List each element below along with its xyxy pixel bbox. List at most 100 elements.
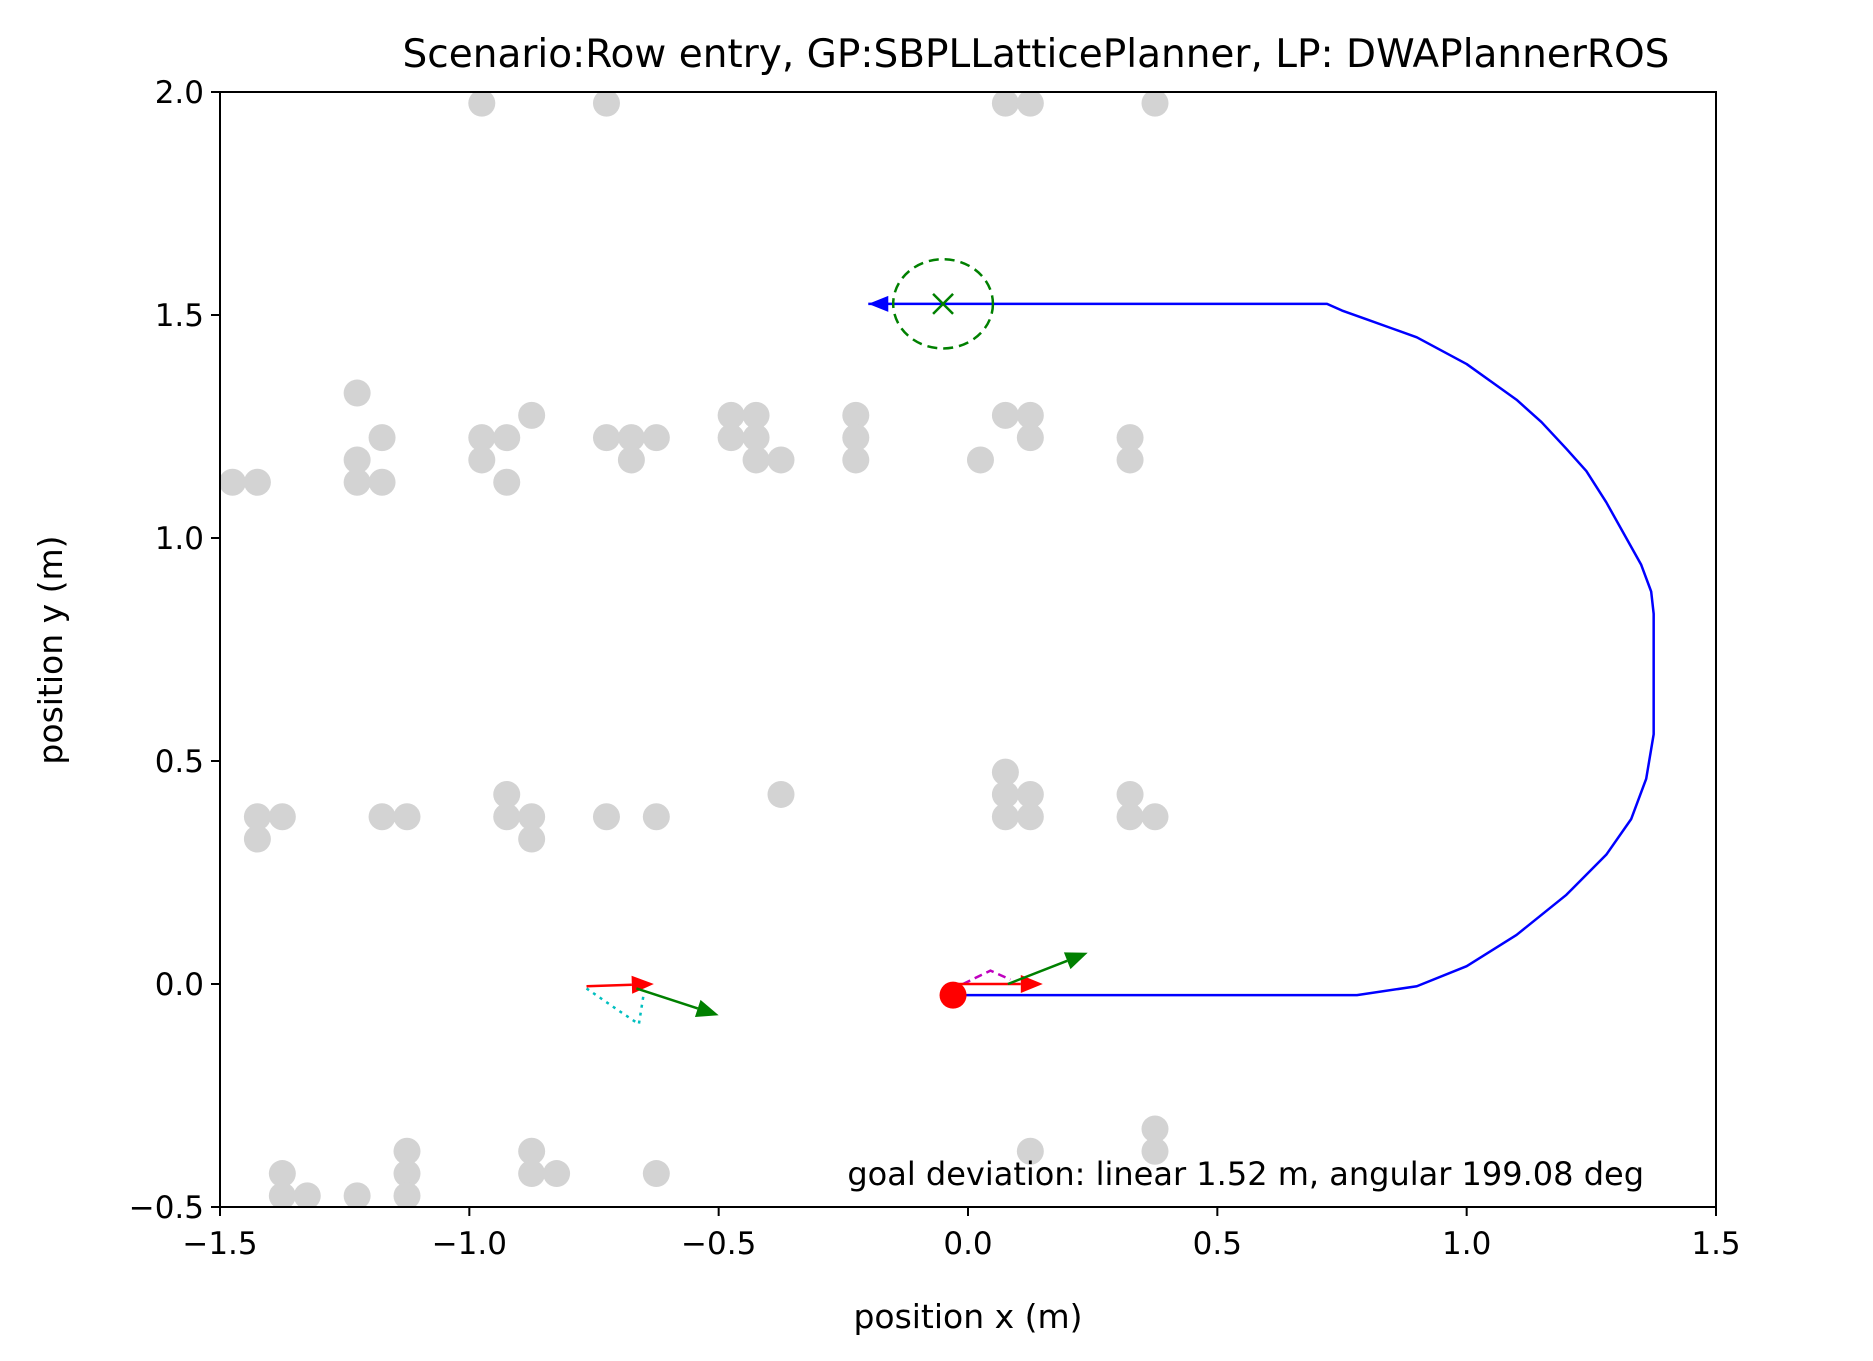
obstacle-point xyxy=(767,446,795,474)
velocity-arrow-head xyxy=(694,999,719,1017)
y-axis-label: position y (m) xyxy=(31,535,70,764)
y-axis-ticks: −0.5 0.0 0.5 1.0 1.5 2.0 xyxy=(129,75,220,1226)
x-axis-ticks: −1.5 −1.0 −0.5 0.0 0.5 1.0 1.5 xyxy=(182,1207,1741,1262)
obstacle-point xyxy=(220,468,246,496)
y-tick-label: 0.0 xyxy=(155,967,204,1003)
y-tick-label: 2.0 xyxy=(155,75,204,111)
y-tick-label: 1.0 xyxy=(155,521,204,557)
heading-arrow-head xyxy=(1020,975,1043,993)
y-tick-label: 1.5 xyxy=(155,298,204,334)
obstacle-point xyxy=(592,92,620,117)
obstacle-point xyxy=(991,758,1019,786)
obstacle-point xyxy=(518,1137,546,1165)
x-tick-label: −1.0 xyxy=(432,1226,507,1262)
obstacle-point xyxy=(1141,1115,1169,1143)
obstacle-point xyxy=(493,803,521,831)
obstacle-point xyxy=(493,468,521,496)
obstacle-point xyxy=(617,446,645,474)
obstacle-point xyxy=(1016,1137,1044,1165)
obstacle-point xyxy=(842,424,870,452)
obstacle-point xyxy=(343,446,371,474)
obstacle-point xyxy=(1016,780,1044,808)
goal-marker xyxy=(932,292,954,315)
goal-deviation-annotation: goal deviation: linear 1.52 m, angular 1… xyxy=(847,1155,1644,1193)
x-tick-label: 0.5 xyxy=(1193,1226,1242,1262)
path-end-arrowhead xyxy=(868,295,889,312)
obstacle-point xyxy=(842,446,870,474)
obstacle-point xyxy=(393,1137,421,1165)
obstacle-point xyxy=(268,1182,296,1207)
obstacle-point xyxy=(268,803,296,831)
x-tick-label: −0.5 xyxy=(681,1226,756,1262)
y-tick-label: 0.5 xyxy=(155,744,204,780)
obstacle-point xyxy=(343,468,371,496)
obstacle-point xyxy=(767,780,795,808)
obstacle-point xyxy=(1116,780,1144,808)
obstacle-point xyxy=(966,446,994,474)
obstacle-point xyxy=(518,825,546,853)
obstacle-point xyxy=(642,1160,670,1188)
obstacle-point xyxy=(368,424,396,452)
obstacle-point xyxy=(742,446,770,474)
obstacle-point xyxy=(518,1160,546,1188)
obstacle-point xyxy=(543,1160,571,1188)
obstacle-point xyxy=(243,468,271,496)
obstacle-point xyxy=(518,803,546,831)
velocity-arrow-head xyxy=(1063,952,1088,970)
obstacle-point xyxy=(842,401,870,429)
obstacle-point xyxy=(991,401,1019,429)
plot-area xyxy=(220,92,1655,1207)
obstacle-point xyxy=(991,92,1019,117)
obstacle-point xyxy=(1116,424,1144,452)
obstacle-point xyxy=(268,1160,296,1188)
local-plan-line xyxy=(962,969,1011,986)
obstacle-point xyxy=(1016,424,1044,452)
obstacle-point xyxy=(393,1160,421,1188)
obstacle-point xyxy=(991,803,1019,831)
obstacle-point xyxy=(617,424,645,452)
obstacle-point xyxy=(1016,92,1044,117)
obstacle-point xyxy=(742,401,770,429)
obstacle-point xyxy=(1116,803,1144,831)
obstacle-point xyxy=(368,468,396,496)
chart-title: Scenario:Row entry, GP:SBPLLatticePlanne… xyxy=(403,32,1670,77)
obstacle-point xyxy=(717,424,745,452)
obstacle-point xyxy=(592,803,620,831)
obstacle-point xyxy=(468,424,496,452)
obstacle-point xyxy=(368,803,396,831)
obstacle-point xyxy=(717,401,745,429)
obstacle-point xyxy=(1141,803,1169,831)
obstacle-point xyxy=(642,424,670,452)
x-tick-label: −1.5 xyxy=(182,1226,257,1262)
obstacle-point xyxy=(1116,446,1144,474)
obstacle-point xyxy=(468,446,496,474)
velocity-arrow-shaft xyxy=(1007,959,1068,986)
obstacle-point xyxy=(493,424,521,452)
obstacle-point xyxy=(343,1182,371,1207)
heading-arrow-shaft xyxy=(586,983,632,988)
obstacle-point xyxy=(468,92,496,117)
obstacle-point xyxy=(1141,92,1169,117)
obstacle-point xyxy=(393,803,421,831)
y-tick-label: −0.5 xyxy=(129,1190,204,1226)
obstacle-point xyxy=(1016,803,1044,831)
x-tick-label: 0.0 xyxy=(943,1226,992,1262)
obstacle-point xyxy=(642,803,670,831)
obstacle-point xyxy=(343,379,371,407)
velocity-arrow-shaft xyxy=(636,987,699,1010)
obstacle-point xyxy=(243,803,271,831)
obstacle-point xyxy=(293,1182,321,1207)
robot-position-marker xyxy=(939,981,967,1009)
goal-tolerance-circle xyxy=(891,258,995,350)
obstacle-point xyxy=(592,424,620,452)
obstacle-point xyxy=(742,424,770,452)
x-tick-label: 1.5 xyxy=(1691,1226,1740,1262)
global-path-line xyxy=(868,302,1655,997)
obstacle-point xyxy=(493,780,521,808)
obstacle-point xyxy=(518,401,546,429)
obstacle-point xyxy=(393,1182,421,1207)
x-axis-label: position x (m) xyxy=(853,1297,1082,1336)
obstacle-point xyxy=(991,780,1019,808)
